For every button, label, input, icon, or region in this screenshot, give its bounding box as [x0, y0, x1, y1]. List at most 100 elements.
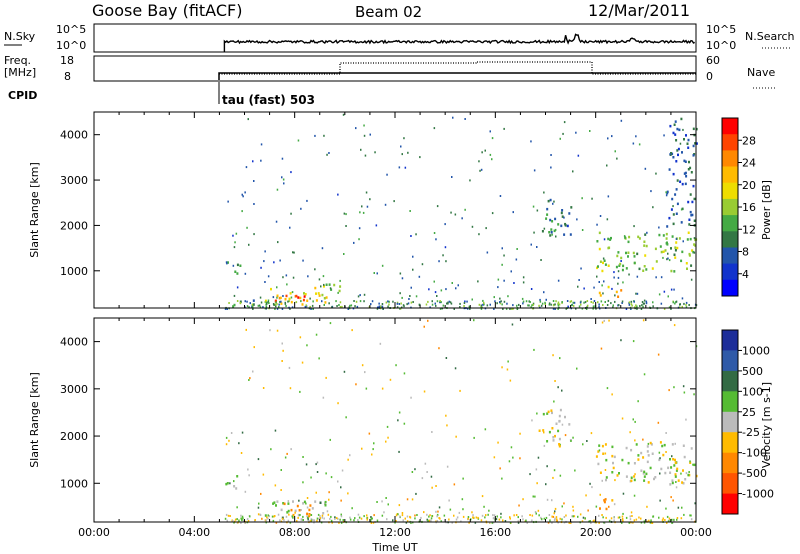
data-cell: [586, 305, 588, 308]
data-cell: [309, 504, 312, 507]
data-cell: [482, 303, 484, 306]
data-cell: [242, 195, 244, 198]
data-cell: [272, 502, 275, 505]
data-cell: [607, 195, 610, 198]
data-cell: [687, 473, 690, 477]
data-cell: [292, 276, 295, 279]
data-cell: [682, 385, 685, 388]
data-cell: [550, 231, 553, 234]
data-cell: [463, 302, 466, 304]
data-cell: [593, 305, 595, 308]
data-cell: [691, 213, 694, 217]
data-cell: [591, 197, 593, 200]
data-cell: [670, 496, 672, 499]
data-cell: [665, 191, 667, 194]
data-cell: [483, 505, 485, 508]
data-cell: [307, 518, 309, 521]
colorbar-segment: [722, 134, 738, 151]
data-cell: [692, 250, 695, 254]
colorbar-segment: [722, 452, 738, 474]
data-cell: [530, 288, 533, 290]
data-cell: [635, 292, 637, 295]
data-cell: [620, 289, 623, 292]
data-cell: [665, 232, 668, 236]
data-cell: [693, 393, 695, 396]
data-cell: [687, 146, 690, 149]
data-cell: [424, 462, 427, 465]
data-cell: [405, 521, 408, 524]
data-cell: [392, 519, 394, 522]
data-cell: [247, 118, 249, 121]
data-cell: [687, 168, 690, 171]
data-cell: [480, 304, 483, 307]
data-cell: [558, 414, 561, 418]
data-cell: [552, 202, 554, 205]
data-cell: [351, 507, 353, 510]
data-cell: [643, 521, 646, 524]
data-cell: [471, 298, 473, 301]
data-cell: [315, 292, 317, 295]
data-cell: [408, 298, 410, 300]
data-cell: [337, 291, 339, 294]
data-cell: [269, 329, 271, 332]
data-cell: [431, 515, 433, 517]
data-cell: [252, 160, 254, 163]
data-cell: [687, 138, 690, 142]
data-cell: [354, 305, 356, 308]
data-cell: [425, 303, 428, 306]
data-cell: [643, 470, 646, 474]
data-cell: [538, 514, 540, 517]
data-cell: [668, 216, 671, 220]
colorbar-segment: [722, 432, 738, 454]
data-cell: [628, 235, 631, 239]
y-tick-label: 1000: [60, 477, 88, 490]
data-cell: [522, 276, 525, 279]
data-cell: [618, 304, 620, 307]
data-cell: [555, 300, 557, 303]
data-cell: [595, 307, 597, 310]
data-cell: [581, 307, 584, 310]
data-cell: [625, 446, 628, 450]
data-cell: [330, 519, 333, 522]
power-colorbar-label: Power [dB]: [760, 180, 773, 240]
data-cell: [363, 300, 365, 303]
data-cell: [694, 238, 697, 242]
data-cell: [643, 479, 646, 482]
data-cell: [636, 292, 639, 295]
data-cell: [386, 173, 388, 176]
data-cell: [329, 322, 332, 325]
data-cell: [603, 319, 605, 322]
data-cell: [599, 471, 602, 474]
data-cell: [688, 223, 691, 226]
data-cell: [431, 303, 434, 306]
data-cell: [503, 279, 505, 282]
data-cell: [650, 443, 653, 446]
data-cell: [435, 304, 437, 307]
data-cell: [471, 225, 474, 228]
data-cell: [620, 339, 622, 342]
data-cell: [543, 431, 545, 434]
data-cell: [264, 250, 266, 253]
data-cell: [338, 289, 341, 293]
data-cell: [440, 289, 443, 292]
data-cell: [472, 516, 474, 519]
data-cell: [279, 519, 281, 522]
data-cell: [583, 287, 585, 290]
data-cell: [531, 514, 534, 517]
data-cell: [362, 211, 365, 214]
data-cell: [448, 499, 450, 502]
data-cell: [553, 469, 556, 472]
data-cell: [274, 303, 276, 306]
data-cell: [374, 151, 376, 154]
data-cell: [421, 263, 424, 266]
data-cell: [529, 514, 531, 516]
data-cell: [253, 233, 255, 236]
data-cell: [628, 273, 630, 276]
data-cell: [517, 520, 520, 523]
data-cell: [497, 286, 499, 289]
data-cell: [401, 277, 404, 280]
freq-right-tick-high: 60: [706, 54, 720, 67]
x-tick-label: 16:00: [479, 526, 511, 539]
data-cell: [264, 519, 267, 522]
data-cell: [621, 300, 624, 303]
